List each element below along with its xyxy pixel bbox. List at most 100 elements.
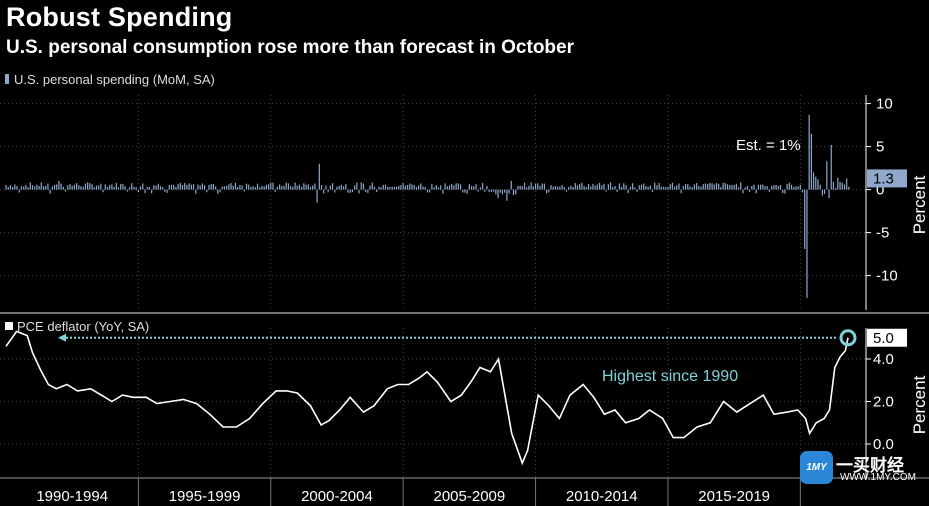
- bottom-last-value-label: 5.0: [873, 330, 894, 347]
- spending-bar: [718, 183, 720, 190]
- spending-bar: [768, 189, 771, 192]
- spending-bar: [362, 183, 365, 190]
- spending-bar: [358, 189, 360, 194]
- spending-bar: [102, 189, 104, 193]
- spending-bar: [349, 189, 351, 193]
- spending-bar: [415, 186, 418, 190]
- spending-bar: [627, 189, 629, 194]
- x-axis-label: 1990-1994: [36, 488, 108, 505]
- spending-bar: [135, 187, 137, 190]
- spending-bar: [151, 189, 153, 194]
- spending-bar: [693, 184, 696, 190]
- spending-bar: [250, 186, 252, 190]
- spending-bar: [581, 182, 583, 190]
- spending-bar: [267, 184, 270, 190]
- spending-bar: [31, 185, 34, 190]
- spending-bar: [38, 186, 40, 190]
- spending-bar: [270, 182, 272, 190]
- spending-bar: [29, 182, 31, 190]
- spending-bar: [76, 183, 78, 190]
- spending-bar: [766, 186, 768, 190]
- spending-bar: [36, 184, 38, 190]
- spending-bar: [9, 185, 12, 190]
- spending-bar: [632, 183, 634, 190]
- top-y-tick-label: 10: [876, 96, 893, 113]
- spending-bar: [808, 114, 810, 190]
- spending-bar: [93, 187, 95, 190]
- spending-bar: [320, 185, 323, 190]
- spending-bar: [594, 185, 596, 190]
- spending-bar: [579, 184, 581, 190]
- spending-bar: [843, 184, 846, 190]
- spending-bar: [773, 185, 775, 190]
- spending-bar: [629, 186, 632, 190]
- spending-bar: [221, 186, 223, 190]
- spending-bar: [173, 184, 175, 190]
- spending-bar: [660, 186, 662, 190]
- spending-bar: [455, 183, 457, 190]
- spending-bar: [170, 184, 173, 190]
- spending-bar: [56, 184, 58, 190]
- spending-bar: [479, 187, 481, 190]
- spending-bar: [565, 189, 568, 192]
- spending-bar: [691, 187, 693, 190]
- spending-bar: [387, 186, 389, 190]
- spending-bar: [598, 182, 601, 190]
- spending-bar: [318, 163, 320, 190]
- spending-bar: [212, 183, 215, 190]
- spending-bar: [667, 186, 669, 190]
- spending-bar: [157, 183, 159, 190]
- spending-bar: [793, 186, 795, 190]
- spending-bar: [78, 185, 80, 190]
- spending-bar: [25, 184, 27, 190]
- spending-bar: [649, 185, 651, 190]
- spending-bar: [638, 185, 640, 190]
- spending-bar: [846, 178, 848, 190]
- spending-bar: [283, 185, 285, 190]
- spending-bar: [707, 183, 709, 190]
- spending-bar: [95, 185, 98, 190]
- spending-bar: [698, 185, 700, 190]
- spending-bar: [762, 184, 764, 190]
- spending-bar: [241, 185, 243, 190]
- spending-bar: [347, 189, 349, 193]
- spending-bar: [179, 182, 181, 190]
- spending-bar: [259, 187, 261, 190]
- spending-bar: [819, 184, 821, 190]
- pce-highlight-annotation: Highest since 1990: [602, 368, 738, 385]
- spending-bar: [493, 189, 495, 192]
- spending-bar: [713, 184, 715, 190]
- watermark-logo: 1MY: [800, 451, 833, 484]
- spending-bar: [742, 189, 744, 194]
- spending-bar: [519, 185, 521, 190]
- spending-bar: [442, 189, 444, 194]
- spending-bar: [568, 186, 570, 190]
- spending-bar: [287, 183, 290, 190]
- spending-bar: [411, 184, 413, 190]
- spending-bar: [106, 186, 109, 190]
- spending-bar: [545, 189, 548, 194]
- spending-bar: [464, 189, 466, 193]
- spending-bar: [543, 183, 545, 190]
- spending-bar: [351, 189, 354, 193]
- spending-bar: [499, 189, 501, 193]
- spending-bar: [334, 189, 336, 193]
- spending-bar: [307, 184, 309, 190]
- spending-bar: [230, 183, 232, 190]
- spending-bar: [234, 182, 237, 190]
- spending-bar: [137, 189, 139, 193]
- spending-bar: [186, 184, 188, 190]
- spending-bar: [87, 182, 89, 190]
- spending-bar: [490, 189, 493, 192]
- spending-bar: [475, 184, 477, 190]
- spending-bar: [815, 176, 817, 190]
- spending-bar: [645, 185, 647, 190]
- spending-bar: [395, 186, 398, 190]
- spending-bar: [440, 185, 442, 190]
- spending-bar: [601, 185, 603, 190]
- spending-bar: [7, 186, 9, 190]
- spending-bar: [563, 186, 565, 190]
- spending-bar: [488, 189, 490, 192]
- spending-bar: [402, 182, 404, 190]
- spending-bar: [537, 183, 539, 190]
